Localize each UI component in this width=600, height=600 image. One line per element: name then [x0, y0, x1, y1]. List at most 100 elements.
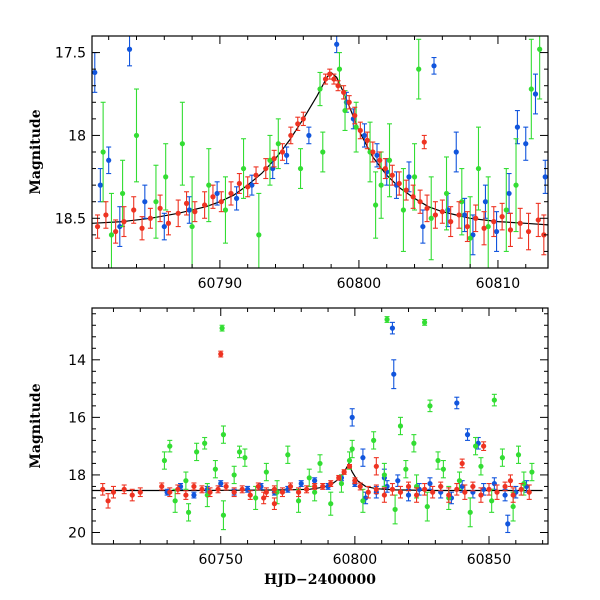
- data-point-marker: [489, 498, 495, 504]
- blue-data-point: [453, 131, 459, 173]
- x-tick-label: 60750: [198, 552, 243, 568]
- data-point-marker: [253, 495, 259, 501]
- red-data-point: [507, 474, 514, 487]
- red-data-point: [336, 474, 342, 481]
- data-point-marker: [389, 325, 396, 331]
- data-point-marker: [481, 443, 487, 449]
- data-point-marker: [382, 165, 388, 172]
- blue-data-point: [427, 477, 433, 490]
- red-data-point: [215, 485, 221, 494]
- data-point-marker: [473, 215, 479, 221]
- data-point-marker: [507, 478, 514, 484]
- data-point-marker: [428, 215, 434, 221]
- data-point-marker: [459, 460, 465, 467]
- blue-data-point: [214, 181, 220, 206]
- blue-data-point: [395, 474, 401, 487]
- y-tick-label: 16: [68, 410, 86, 426]
- green-data-point: [528, 38, 534, 140]
- red-data-point: [271, 485, 277, 494]
- data-point-marker: [528, 86, 534, 92]
- panel-top-frame: [91, 35, 549, 269]
- red-data-point: [331, 73, 337, 85]
- data-point-marker: [373, 463, 379, 469]
- green-data-point: [236, 445, 243, 459]
- data-point-marker: [541, 232, 547, 238]
- data-point-marker: [105, 498, 111, 504]
- red-data-point: [364, 131, 370, 150]
- red-data-point: [352, 106, 358, 125]
- data-point-marker: [499, 455, 505, 461]
- red-data-point: [397, 485, 404, 499]
- blue-data-point: [142, 184, 148, 219]
- green-data-point: [416, 38, 422, 100]
- red-data-point: [382, 158, 388, 180]
- red-data-point: [131, 196, 137, 224]
- green-data-point: [349, 439, 355, 459]
- data-point-marker: [231, 489, 237, 495]
- data-point-marker: [346, 463, 353, 469]
- green-data-point: [467, 497, 473, 528]
- data-point-marker: [378, 182, 384, 188]
- data-point-marker: [147, 215, 153, 221]
- data-point-marker: [275, 141, 281, 147]
- red-data-point: [494, 484, 500, 500]
- red-data-point: [341, 469, 347, 475]
- data-point-marker: [503, 207, 509, 213]
- x-tick-label: 60790: [198, 276, 243, 292]
- data-point-marker: [179, 141, 185, 147]
- red-data-point: [147, 207, 153, 229]
- red-data-point: [481, 441, 487, 452]
- red-data-point: [525, 212, 532, 251]
- blue-data-point: [349, 408, 355, 427]
- green-data-point: [317, 71, 323, 107]
- green-data-point: [360, 488, 366, 513]
- red-data-point: [481, 211, 487, 246]
- data-point-marker: [242, 455, 248, 461]
- green-data-point: [392, 494, 398, 525]
- red-data-point: [535, 202, 541, 238]
- green-data-point: [371, 431, 377, 450]
- data-point-marker: [454, 486, 460, 492]
- blue-data-point: [306, 126, 312, 145]
- data-point-marker: [360, 498, 366, 504]
- data-point-marker: [352, 112, 358, 119]
- green-data-point: [515, 445, 522, 464]
- green-data-point: [206, 148, 212, 223]
- data-point-marker: [263, 489, 269, 495]
- data-point-marker: [346, 457, 353, 464]
- panel-top: 60790 60800 60810 17.5 18 18.5 Magnitude: [28, 35, 549, 292]
- green-data-point: [475, 126, 482, 211]
- red-data-point: [295, 487, 302, 498]
- green-data-point: [285, 445, 291, 464]
- blue-data-point: [464, 428, 471, 441]
- panel-bottom: 60750 60800 60850 14 16 18 20 Magnitude HJD−24…: [28, 307, 549, 588]
- blue-data-point: [191, 491, 197, 499]
- red-data-point: [373, 484, 379, 495]
- red-data-point: [279, 143, 286, 161]
- red-data-point: [191, 482, 197, 491]
- data-point-marker: [219, 325, 225, 331]
- data-point-marker: [167, 489, 173, 495]
- data-point-marker: [255, 483, 261, 490]
- red-data-point: [518, 483, 524, 496]
- data-point-marker: [192, 209, 198, 215]
- blue-data-point: [312, 477, 318, 485]
- data-point-marker: [532, 91, 539, 97]
- data-point-marker: [312, 478, 318, 484]
- data-point-marker: [303, 486, 310, 492]
- red-data-point: [199, 485, 205, 494]
- red-data-point: [403, 179, 409, 201]
- red-data-point: [352, 477, 358, 485]
- red-data-point: [328, 480, 334, 487]
- data-point-marker: [486, 486, 492, 492]
- red-data-point: [167, 487, 173, 498]
- red-data-point: [470, 481, 476, 492]
- data-point-marker: [334, 41, 340, 47]
- green-data-point: [537, 36, 543, 100]
- panel-bottom-y-axis-label: Magnitude: [28, 383, 44, 468]
- red-data-point: [239, 485, 245, 494]
- red-data-point: [456, 201, 462, 229]
- green-data-point: [403, 459, 409, 479]
- data-point-marker: [481, 225, 487, 231]
